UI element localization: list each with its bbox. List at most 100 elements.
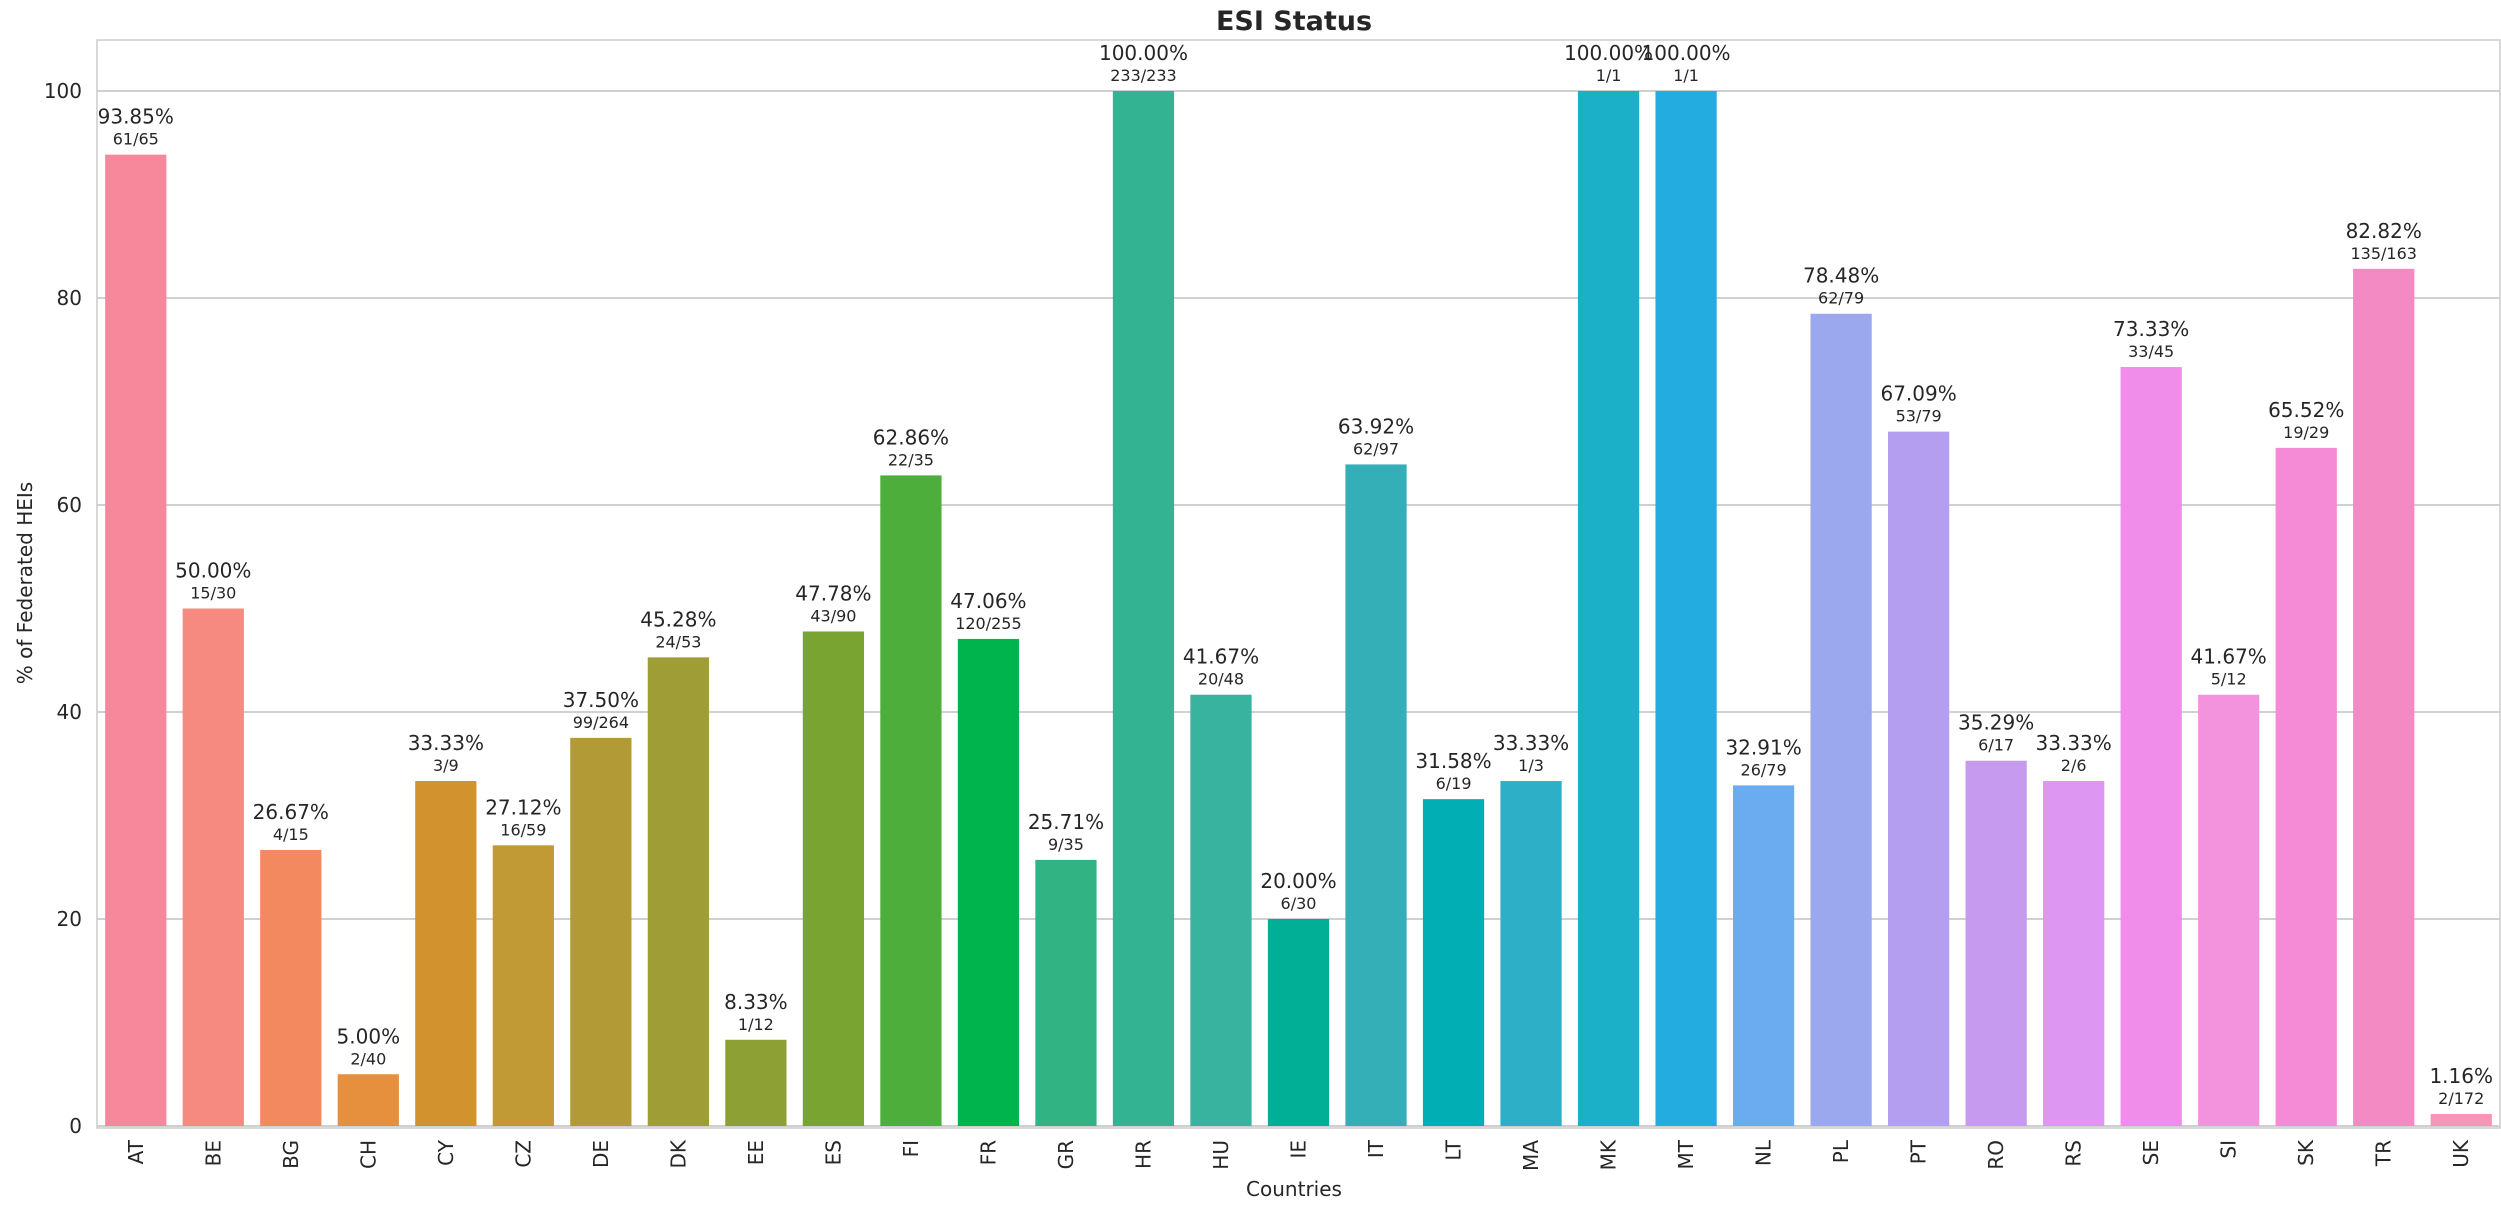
count-label: 62/97	[1353, 439, 1399, 458]
count-label: 2/172	[2438, 1089, 2484, 1108]
percent-label: 25.71%	[1028, 810, 1104, 834]
count-label: 135/163	[2350, 244, 2416, 263]
x-tick-label: DK	[666, 1139, 690, 1168]
bar-dk	[647, 657, 709, 1126]
percent-label: 73.33%	[2113, 317, 2189, 341]
x-tick-label: RO	[1984, 1140, 2008, 1170]
x-tick-label: CH	[356, 1140, 380, 1169]
x-tick-label: RS	[2062, 1140, 2086, 1167]
count-label: 19/29	[2283, 423, 2329, 442]
count-label: 1/1	[1673, 66, 1699, 85]
count-label: 33/45	[2128, 342, 2174, 361]
x-tick-label: HU	[1209, 1140, 1233, 1170]
count-label: 2/6	[2061, 756, 2087, 775]
x-axis-ticks: AT BE BG CH CY CZ DE DK EE ES FI FR GR HR HU IE IT LT MA MK…	[124, 1139, 2473, 1171]
x-tick-label: MT	[1674, 1139, 1698, 1169]
x-tick-label: IE	[1287, 1140, 1311, 1159]
bar-mk	[1577, 91, 1640, 1126]
bar-nl	[1732, 785, 1795, 1126]
x-tick-label: DE	[589, 1140, 613, 1168]
percent-label: 5.00%	[337, 1024, 401, 1048]
count-label: 43/90	[810, 606, 856, 625]
bar-uk	[2430, 1113, 2492, 1126]
percent-label: 1.16%	[2429, 1064, 2493, 1088]
x-axis-label: Countries	[1246, 1177, 1342, 1201]
percent-label: 100.00%	[1564, 41, 1653, 65]
count-label: 61/65	[113, 130, 159, 149]
count-label: 62/79	[1818, 289, 1864, 308]
chart-title: ESI Status	[1216, 6, 1372, 37]
x-tick-label: GR	[1054, 1140, 1078, 1169]
x-tick-label: AT	[124, 1139, 148, 1164]
x-tick-label: FI	[899, 1140, 923, 1157]
count-label: 3/9	[433, 756, 459, 775]
bar-sk	[2275, 447, 2337, 1126]
percent-label: 27.12%	[485, 795, 561, 819]
x-tick-label: MK	[1597, 1139, 1621, 1170]
count-label: 99/264	[573, 713, 629, 732]
x-tick-label: NL	[1752, 1139, 1776, 1166]
bar-rs	[2043, 781, 2105, 1126]
bar-ee	[725, 1039, 787, 1126]
bar-de	[570, 737, 632, 1126]
x-tick-label: HR	[1131, 1140, 1155, 1169]
bar-be	[182, 608, 244, 1126]
bar-it	[1345, 464, 1407, 1127]
percent-label: 41.67%	[2191, 645, 2267, 669]
x-tick-label: SI	[2217, 1140, 2241, 1159]
y-tick-label: 20	[57, 907, 82, 931]
count-label: 120/255	[955, 614, 1021, 633]
count-label: 15/30	[190, 584, 236, 603]
y-tick-label: 40	[57, 700, 82, 724]
x-tick-label: CZ	[511, 1140, 535, 1168]
bar-mt	[1655, 91, 1717, 1126]
y-tick-label: 60	[57, 493, 82, 517]
percent-label: 67.09%	[1880, 382, 1956, 406]
percent-label: 82.82%	[2346, 219, 2422, 243]
x-tick-label: BE	[201, 1140, 225, 1166]
percent-label: 65.52%	[2268, 398, 2344, 422]
count-label: 24/53	[655, 632, 701, 651]
percent-label: 62.86%	[873, 425, 949, 449]
count-label: 26/79	[1741, 760, 1787, 779]
percent-label: 37.50%	[563, 688, 639, 712]
percent-label: 63.92%	[1338, 414, 1414, 438]
percent-label: 20.00%	[1260, 869, 1336, 893]
x-tick-label: CY	[434, 1139, 458, 1166]
y-tick-label: 100	[44, 79, 82, 103]
y-tick-label: 80	[57, 286, 82, 310]
bars: 93.85%61/65 50.00%15/30 26.67%4/15 5.00%2/4…	[98, 41, 2493, 1127]
y-axis-label: % of Federated HEIs	[13, 482, 37, 684]
x-tick-label: SE	[2139, 1140, 2163, 1165]
x-tick-label: EE	[744, 1140, 768, 1165]
percent-label: 31.58%	[1415, 749, 1491, 773]
bar-fr	[957, 638, 1020, 1126]
x-tick-label: IT	[1364, 1139, 1388, 1158]
percent-label: 33.33%	[1493, 731, 1569, 755]
percent-label: 47.78%	[795, 581, 871, 605]
count-label: 22/35	[888, 450, 934, 469]
count-label: 2/40	[350, 1049, 386, 1068]
bar-bg	[260, 849, 322, 1126]
x-tick-label: LT	[1442, 1139, 1466, 1160]
percent-label: 8.33%	[724, 990, 788, 1014]
count-label: 1/1	[1596, 66, 1622, 85]
y-axis-ticks: 0 20 40 60 80 100	[44, 79, 82, 1138]
percent-label: 32.91%	[1725, 735, 1801, 759]
x-tick-label: PT	[1907, 1139, 1931, 1164]
bar-ch	[337, 1074, 399, 1126]
bar-cz	[492, 845, 554, 1126]
bar-ro	[1965, 760, 2027, 1126]
count-label: 16/59	[500, 820, 546, 839]
bar-fi	[880, 475, 942, 1126]
bar-lt	[1422, 799, 1485, 1126]
bar-si	[2198, 694, 2260, 1126]
x-tick-label: PL	[1829, 1139, 1853, 1163]
count-label: 1/12	[738, 1015, 774, 1034]
bar-hu	[1190, 694, 1252, 1126]
x-tick-label: TR	[2372, 1140, 2396, 1167]
bar-hr	[1112, 91, 1175, 1126]
x-tick-label: BG	[279, 1140, 303, 1169]
